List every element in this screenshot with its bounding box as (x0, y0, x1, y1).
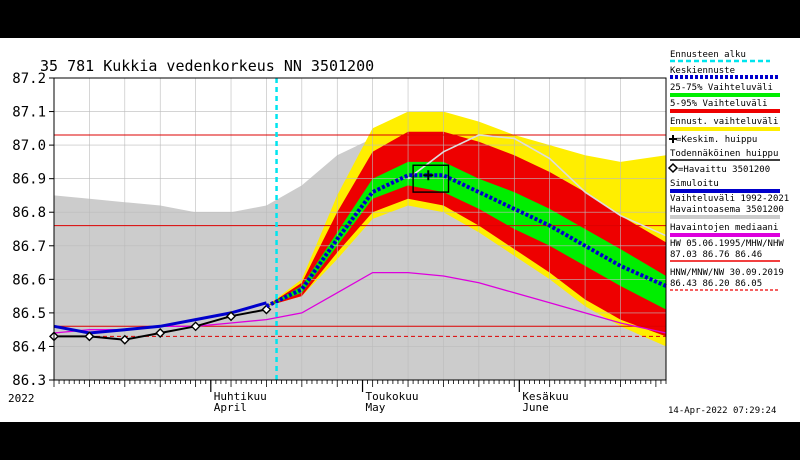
month-label-fi: Toukokuu (366, 390, 419, 403)
y-axis: 86.3 86.4 86.5 86.6 86.7 86.8 86.9 87.0 87.1 87.2 (12, 71, 54, 389)
month-label-en: June (522, 401, 549, 414)
mean-forecast-line (265, 173, 667, 309)
legend-label: 5-95% Vaihteluväli (670, 99, 768, 109)
y-tick-label: 86.9 (12, 172, 46, 188)
legend-label: Simuloitu (670, 179, 719, 189)
legend-label: HW 05.06.1995/MHW/NHW (670, 239, 784, 249)
plot-frame (53, 77, 667, 381)
month-label-en: April (214, 401, 247, 414)
predicted-peak-box (412, 164, 450, 193)
legend-label: =Havaittu 3501200 (678, 165, 770, 175)
y-tick-label: 86.3 (12, 373, 46, 389)
legend-label: Ennusteen alku (670, 50, 746, 60)
mean-peak-marker (423, 170, 434, 181)
plot-layer: 86.3 86.4 86.5 86.6 86.7 86.8 86.9 87.0 87.1 87.2… (12, 71, 667, 414)
y-tick-label: 87.1 (12, 105, 46, 121)
legend-label: =Keskim. huippu (676, 135, 757, 145)
range-5-95-band (266, 131, 666, 337)
max-observed-line (407, 134, 667, 237)
legend-label: Ennust. vaihteluväli (670, 117, 778, 127)
legend-swatch (670, 215, 780, 219)
observed-point (226, 311, 237, 322)
year-label: 2022 (8, 392, 35, 405)
legend-label: Todennäköinen huippu (670, 149, 778, 159)
observed-point (190, 321, 201, 332)
legend-label: Vaihteluväli 1992-2021 (670, 194, 789, 204)
y-tick-label: 86.6 (12, 272, 46, 288)
month-label-fi: Kesäkuu (522, 390, 568, 403)
legend-label: 87.03 86.76 86.46 (670, 250, 762, 260)
month-label-fi: Huhtikuu (214, 390, 267, 403)
y-tick-label: 86.4 (12, 339, 46, 355)
legend-label: 25-75% Vaihteluväli (670, 83, 773, 93)
legend: Ennusteen alku Keskiennuste 25-75% Vaihtel… (667, 50, 789, 291)
legend-label: Keskiennuste (670, 66, 735, 76)
y-tick-label: 87.2 (12, 71, 46, 87)
legend-label: HNW/MNW/NW 30.09.2019 (670, 268, 784, 278)
legend-swatch (670, 109, 780, 113)
observed-point (261, 304, 272, 315)
legend-diamond-icon (667, 162, 679, 174)
timestamp: 14-Apr-2022 07:29:24 (668, 406, 776, 416)
legend-swatch (670, 93, 780, 97)
observed-point (155, 328, 166, 339)
y-tick-label: 86.8 (12, 205, 46, 221)
observed-point (119, 334, 130, 345)
legend-plus-icon (669, 135, 677, 143)
top-black-band (0, 0, 800, 38)
legend-swatch (670, 127, 780, 131)
legend-swatch (670, 189, 780, 193)
observed-point (84, 331, 95, 342)
y-tick-label: 87.0 (12, 138, 46, 154)
bottom-black-band (0, 422, 800, 460)
legend-label: Havaintoasema 3501200 (670, 205, 784, 215)
y-tick-label: 86.5 (12, 306, 46, 322)
month-label-en: May (366, 401, 386, 414)
legend-label: 86.43 86.20 86.05 (670, 279, 762, 289)
legend-swatch (670, 233, 780, 237)
chart-title: 35 781 Kukkia vedenkorkeus NN 3501200 (40, 57, 374, 75)
y-tick-label: 86.7 (12, 239, 46, 255)
legend-label: Havaintojen mediaani (670, 223, 778, 233)
